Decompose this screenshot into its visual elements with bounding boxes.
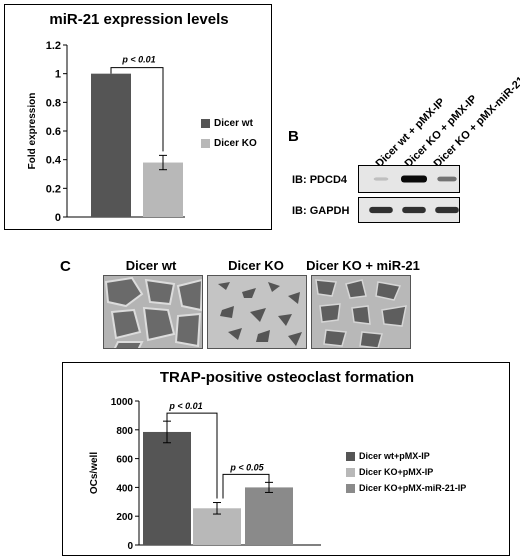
chart-a-legend-ko: Dicer KO: [201, 138, 257, 149]
blot-lane-label-3: Dicer KO + pMX-miR-21-IP: [431, 64, 520, 170]
legend-label: Dicer wt: [214, 118, 253, 129]
blot-band: [373, 177, 389, 181]
chart-c-legend-rescue: Dicer KO+pMX-miR-21-IP: [346, 483, 466, 493]
blot-band: [369, 206, 393, 214]
y-tick-label: 1000: [111, 397, 134, 408]
y-tick-label: 400: [116, 483, 133, 494]
blot-row-label-gapdh: IB: GAPDH: [292, 205, 350, 217]
legend-label: Dicer wt+pMX-IP: [359, 451, 430, 461]
y-axis-label: Fold expression: [27, 93, 38, 170]
micrograph-wt-image: [104, 276, 202, 348]
significance-bracket-1: [166, 412, 218, 499]
legend-swatch-wt: [201, 119, 210, 128]
panel-letter-c: C: [60, 258, 71, 275]
significance-bracket-2: [222, 473, 270, 499]
micrograph-label-rescue: Dicer KO + miR-21: [306, 258, 420, 273]
micrograph-label-wt: Dicer wt: [125, 258, 177, 273]
blot-band: [401, 175, 427, 183]
y-axis-label: OCs/well: [89, 452, 100, 494]
chart-c-legend-wt: Dicer wt+pMX-IP: [346, 451, 430, 461]
significance-bracket: [110, 67, 164, 152]
blot-strip-gapdh: [358, 197, 460, 223]
bar-2: [143, 162, 183, 217]
y-tick-label: 200: [116, 512, 133, 523]
y-tick-label: 0.4: [46, 155, 62, 167]
micrograph-wt: [103, 275, 203, 349]
bar-1: [91, 73, 131, 218]
y-tick-label: 0: [127, 541, 133, 552]
chart-c-svg: 0 200 400 600 800 1000 OCs/well p < 0.01 p < 0.0…: [89, 397, 321, 552]
legend-swatch-rescue: [346, 483, 355, 493]
panel-letter-b: B: [288, 128, 299, 145]
micrograph-ko: [207, 275, 307, 349]
chart-a-frame: miR-21 expression levels 0 0.2 0.4 0.6 0.8 1 1…: [4, 4, 272, 230]
micrograph-label-ko: Dicer KO: [228, 258, 284, 273]
chart-c-legend-ko: Dicer KO+pMX-IP: [346, 467, 433, 477]
y-tick-label: 0.2: [46, 183, 61, 195]
blot-row-label-pdcd4: IB: PDCD4: [292, 174, 348, 186]
significance-label: p < 0.01: [121, 55, 155, 65]
y-tick-label: 800: [116, 426, 133, 437]
y-tick-label: 1.2: [46, 40, 61, 52]
legend-swatch-ko: [201, 139, 210, 148]
blot-band: [402, 206, 426, 214]
y-tick-label: 1: [55, 69, 61, 81]
blot-band: [437, 176, 457, 182]
legend-label: Dicer KO+pMX-miR-21-IP: [359, 483, 467, 493]
bar-3: [245, 487, 293, 545]
significance-label-2: p < 0.05: [229, 462, 264, 472]
y-tick-label: 0.6: [46, 126, 61, 138]
legend-swatch-wt: [346, 451, 355, 461]
blot-strip-pdcd4: [358, 165, 460, 193]
micrograph-ko-image: [218, 282, 302, 346]
chart-a-title: miR-21 expression levels: [49, 11, 229, 28]
chart-c-frame: TRAP-positive osteoclast formation 0 200 4…: [62, 362, 510, 556]
legend-label: Dicer KO+pMX-IP: [359, 467, 434, 477]
bar-1: [143, 431, 191, 545]
micrograph-rescue: [311, 275, 411, 349]
legend-label: Dicer KO: [214, 138, 257, 149]
chart-c-title: TRAP-positive osteoclast formation: [159, 369, 415, 386]
blot-band: [435, 206, 459, 214]
y-tick-label: 0.8: [46, 97, 61, 109]
legend-swatch-ko: [346, 467, 355, 477]
blot-bands-gapdh: [369, 206, 459, 214]
chart-a-legend-wt: Dicer wt: [201, 118, 253, 129]
blot-bands-pdcd4: [373, 175, 457, 183]
micrograph-rescue-image: [315, 279, 407, 348]
significance-label-1: p < 0.01: [168, 401, 202, 411]
y-tick-label: 0: [55, 212, 61, 224]
y-tick-label: 600: [116, 455, 133, 466]
chart-a-svg: 0 0.2 0.4 0.6 0.8 1 1.2 Fold expression p < 0.01: [27, 40, 185, 224]
